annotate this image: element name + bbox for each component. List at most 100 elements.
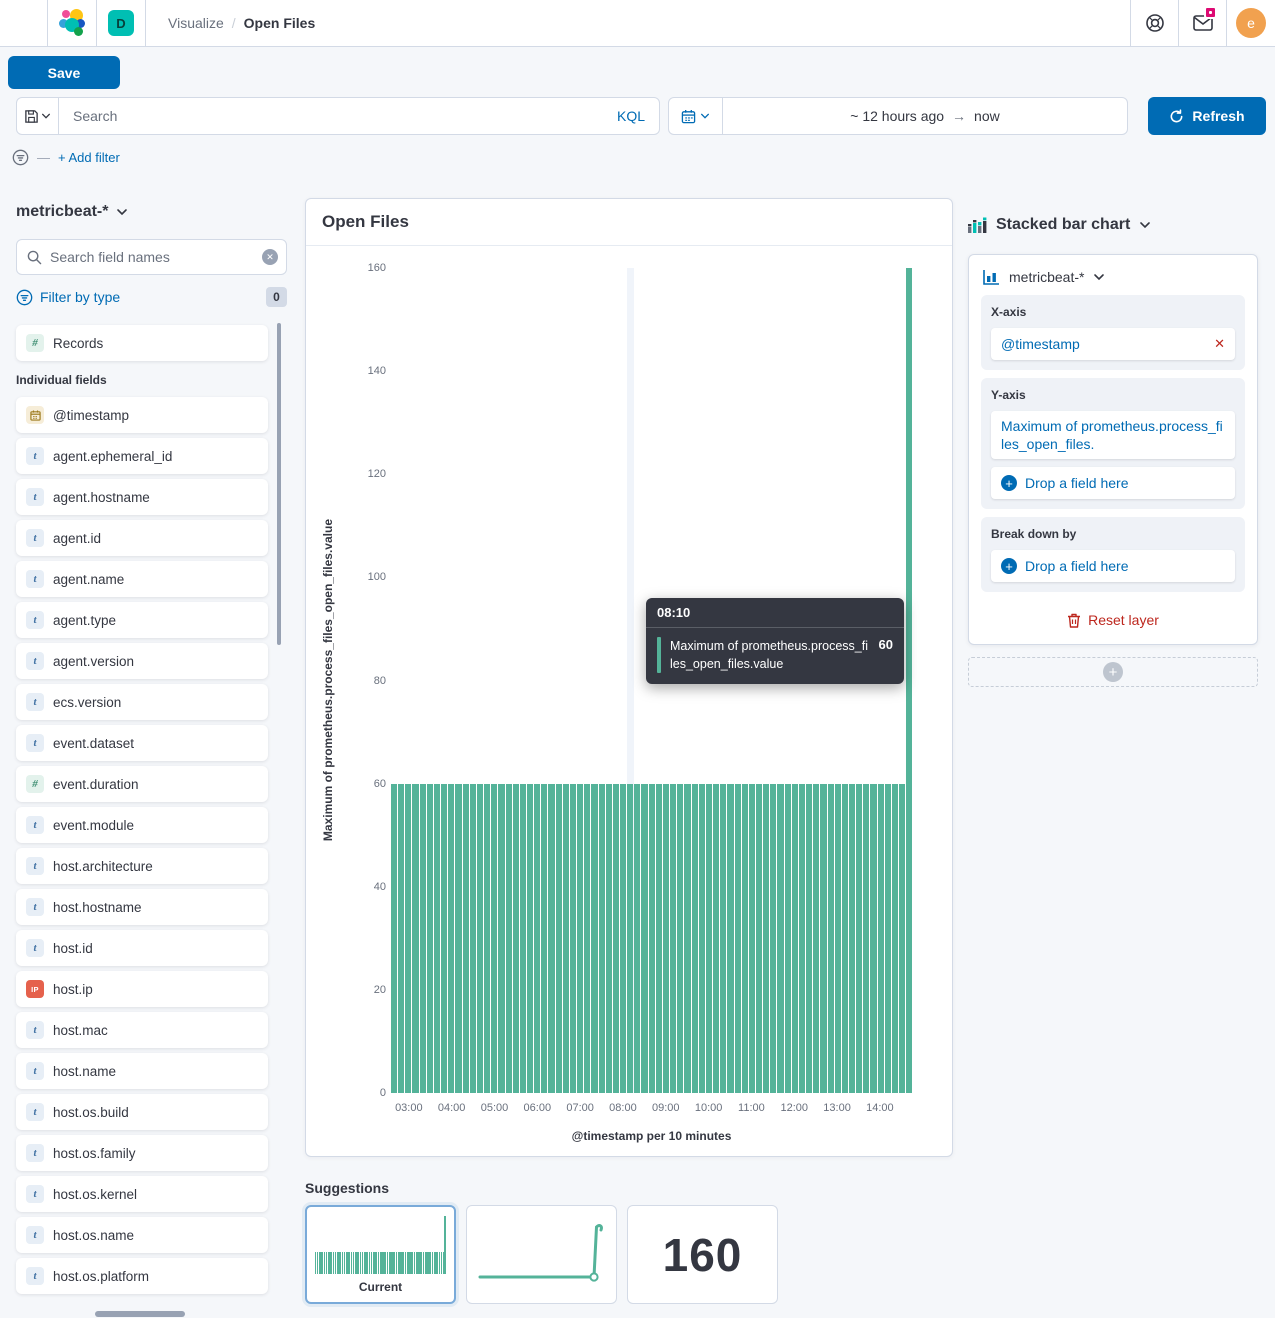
elastic-logo[interactable] <box>48 0 97 46</box>
bar[interactable] <box>534 783 541 1093</box>
add-layer-button[interactable]: + <box>968 657 1258 688</box>
field-item[interactable]: t agent.type <box>16 602 268 638</box>
suggestion-metric[interactable]: 160 <box>627 1205 778 1304</box>
add-filter-link[interactable]: + Add filter <box>58 149 120 165</box>
bar[interactable] <box>705 783 713 1093</box>
bar[interactable] <box>555 783 562 1093</box>
bar[interactable] <box>491 783 498 1093</box>
bar[interactable] <box>698 783 705 1093</box>
bar[interactable] <box>827 783 834 1093</box>
y-axis-drop-target[interactable]: + Drop a field here <box>991 467 1235 500</box>
time-range-start[interactable]: ~ 12 hours ago <box>850 108 945 124</box>
bar[interactable] <box>784 783 791 1093</box>
user-menu[interactable]: e <box>1226 0 1275 46</box>
clear-search-icon[interactable]: ✕ <box>262 249 278 265</box>
bar[interactable] <box>834 783 841 1093</box>
bar[interactable] <box>405 783 412 1093</box>
field-item[interactable]: IP host.ip <box>16 971 268 1007</box>
bar[interactable] <box>713 783 720 1093</box>
bar[interactable] <box>584 783 591 1093</box>
bar[interactable] <box>441 783 448 1093</box>
field-item[interactable]: t agent.hostname <box>16 479 268 515</box>
bar[interactable] <box>863 783 870 1093</box>
bar[interactable] <box>748 783 755 1093</box>
index-pattern-switcher[interactable]: metricbeat-* <box>16 200 287 224</box>
bar[interactable] <box>763 783 770 1093</box>
field-item[interactable]: t host.id <box>16 930 268 966</box>
field-item[interactable]: t agent.id <box>16 520 268 556</box>
field-item[interactable]: t agent.version <box>16 643 268 679</box>
bar[interactable] <box>634 783 641 1093</box>
bar[interactable] <box>462 783 469 1093</box>
bar[interactable] <box>741 783 748 1093</box>
bar[interactable] <box>476 783 484 1093</box>
bar[interactable] <box>798 783 806 1093</box>
bar[interactable] <box>806 783 813 1093</box>
bar[interactable] <box>426 783 433 1093</box>
field-item[interactable]: t host.os.platform <box>16 1258 268 1294</box>
bar[interactable] <box>734 783 741 1093</box>
field-item[interactable]: t host.os.family <box>16 1135 268 1171</box>
bar[interactable] <box>526 783 534 1093</box>
bar[interactable] <box>720 783 727 1093</box>
bar[interactable] <box>820 783 827 1093</box>
bar[interactable] <box>877 783 884 1093</box>
bar[interactable] <box>891 783 899 1093</box>
bar[interactable] <box>670 783 677 1093</box>
field-item[interactable]: t agent.name <box>16 561 268 597</box>
saved-query-menu-button[interactable] <box>17 98 59 134</box>
bar[interactable] <box>655 783 662 1093</box>
bar[interactable] <box>662 783 670 1093</box>
refresh-button[interactable]: Refresh <box>1148 97 1266 135</box>
bar[interactable] <box>899 783 906 1093</box>
field-item[interactable]: t host.name <box>16 1053 268 1089</box>
field-item[interactable]: t host.os.name <box>16 1217 268 1253</box>
field-item[interactable]: t host.architecture <box>16 848 268 884</box>
bar[interactable] <box>612 783 619 1093</box>
bar[interactable] <box>770 783 777 1093</box>
field-item[interactable]: t event.module <box>16 807 268 843</box>
layer-settings-button[interactable]: metricbeat-* <box>981 267 1245 295</box>
field-item-records[interactable]: # Records <box>16 325 268 361</box>
search-input[interactable] <box>59 108 603 124</box>
bar[interactable] <box>849 783 856 1093</box>
breadcrumb-visualize[interactable]: Visualize <box>168 15 224 31</box>
bar[interactable] <box>813 783 820 1093</box>
suggestion-current[interactable]: Current <box>305 1205 456 1304</box>
bar[interactable] <box>505 783 512 1093</box>
field-item[interactable]: t ecs.version <box>16 684 268 720</box>
bar[interactable] <box>448 783 455 1093</box>
bar[interactable] <box>512 783 519 1093</box>
menu-icon[interactable] <box>0 0 48 46</box>
newsfeed-button[interactable] <box>1178 0 1226 46</box>
bar[interactable] <box>755 783 763 1093</box>
bar[interactable] <box>691 783 698 1093</box>
bar[interactable] <box>641 783 648 1093</box>
bar[interactable] <box>519 783 526 1093</box>
field-item[interactable]: # event.duration <box>16 766 268 802</box>
reset-layer-button[interactable]: Reset layer <box>981 600 1245 632</box>
bar[interactable] <box>856 783 863 1093</box>
bar[interactable] <box>541 783 548 1093</box>
bar[interactable] <box>841 783 848 1093</box>
field-item[interactable]: t agent.ephemeral_id <box>16 438 268 474</box>
field-item[interactable]: t host.os.kernel <box>16 1176 268 1212</box>
space-switcher[interactable]: D <box>97 0 146 46</box>
filter-by-type-button[interactable]: Filter by type <box>40 289 121 305</box>
field-item[interactable]: t host.mac <box>16 1012 268 1048</box>
space-avatar[interactable]: D <box>108 10 134 36</box>
bar[interactable] <box>906 268 913 1093</box>
bar[interactable] <box>569 783 577 1093</box>
field-item[interactable]: t event.dataset <box>16 725 268 761</box>
field-item[interactable]: t host.os.build <box>16 1094 268 1130</box>
bar[interactable] <box>591 783 598 1093</box>
bar[interactable] <box>577 783 584 1093</box>
bar[interactable] <box>791 783 798 1093</box>
bar[interactable] <box>548 783 555 1093</box>
bar[interactable] <box>605 783 612 1093</box>
sidebar-scrollbar[interactable] <box>277 323 281 645</box>
bar[interactable] <box>884 783 891 1093</box>
chart-type-switcher[interactable]: Stacked bar chart <box>968 212 1258 238</box>
field-item[interactable]: @timestamp <box>16 397 268 433</box>
bar[interactable] <box>648 783 655 1093</box>
